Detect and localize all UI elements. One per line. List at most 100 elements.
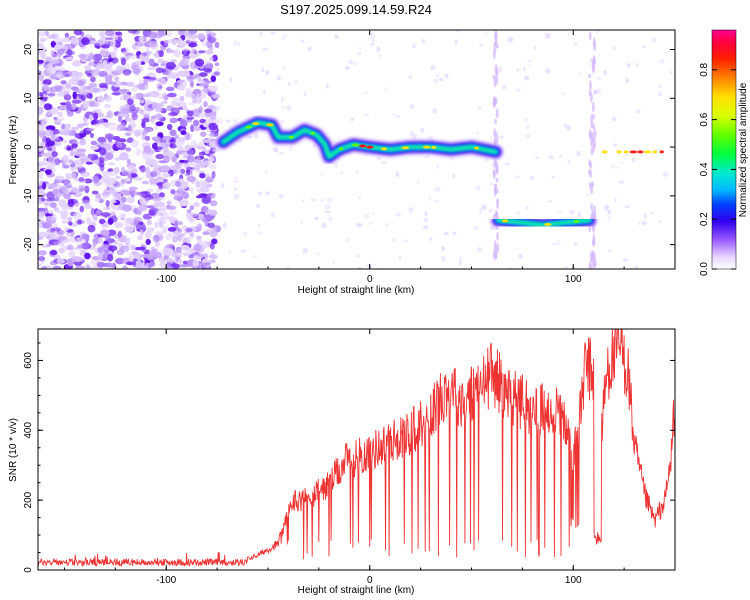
noise-blob	[500, 135, 504, 139]
noise-blob	[96, 95, 105, 103]
noise-blob	[217, 105, 220, 109]
noise-blob	[45, 198, 56, 202]
noise-blob	[80, 95, 85, 101]
noise-blob	[385, 222, 388, 228]
noise-blob	[174, 220, 179, 228]
noise-blob	[84, 34, 93, 39]
noise-blob	[158, 93, 164, 100]
noise-blob	[428, 135, 434, 141]
noise-blob	[158, 50, 164, 58]
noise-blob	[151, 102, 162, 110]
noise-blob	[643, 212, 647, 219]
noise-blob	[489, 183, 495, 186]
noise-blob	[455, 30, 460, 33]
noise-blob	[41, 265, 47, 269]
noise-blob	[590, 113, 594, 125]
noise-blob	[55, 85, 63, 92]
noise-blob	[53, 133, 60, 140]
noise-blob	[76, 153, 85, 157]
noise-blob	[38, 73, 45, 82]
colorbar-tick-label: 0.2	[699, 212, 710, 226]
noise-blob	[41, 37, 48, 42]
noise-blob	[203, 121, 209, 128]
noise-blob	[253, 133, 259, 139]
spectrogram-ridge	[215, 114, 675, 234]
noise-blob	[198, 105, 203, 114]
y-tick-label: -20	[23, 237, 34, 252]
noise-blob	[590, 131, 594, 143]
noise-blob	[207, 228, 217, 233]
noise-blob	[40, 197, 46, 202]
noise-blob	[140, 165, 146, 173]
noise-blob	[160, 63, 166, 67]
noise-blob	[201, 39, 208, 47]
y-tick-label: -10	[23, 188, 34, 203]
noise-blob	[286, 265, 291, 269]
noise-blob	[46, 147, 53, 151]
noise-blob	[71, 255, 80, 263]
noise-blob	[197, 78, 202, 83]
noise-blob	[588, 159, 592, 167]
colorbar-tick-label: 0.0	[699, 262, 710, 276]
chart-title: S197.2025.099.14.59.R24	[280, 2, 432, 17]
noise-blob	[158, 221, 163, 228]
noise-blob	[210, 131, 218, 138]
noise-blob	[182, 104, 188, 111]
noise-blob	[141, 191, 152, 199]
noise-blob	[547, 200, 553, 203]
noise-blob	[301, 199, 305, 204]
noise-blob	[122, 50, 130, 56]
noise-blob	[593, 205, 597, 214]
noise-blob	[86, 73, 93, 78]
noise-blob	[147, 254, 154, 261]
y-tick-label: 0	[23, 567, 34, 573]
noise-blob	[60, 242, 65, 247]
noise-blob	[71, 126, 79, 131]
noise-blob	[110, 178, 117, 185]
noise-blob	[107, 253, 114, 262]
noise-blob	[214, 41, 220, 49]
noise-blob	[524, 118, 528, 122]
noise-blob	[115, 31, 122, 36]
noise-blob	[71, 143, 78, 149]
noise-blob	[120, 189, 130, 195]
noise-blob	[141, 180, 150, 185]
noise-blob	[392, 112, 396, 116]
noise-blob	[357, 266, 362, 269]
noise-blob	[95, 39, 104, 47]
noise-blob	[46, 67, 57, 74]
noise-blob	[66, 110, 74, 117]
noise-blob	[190, 212, 198, 217]
noise-blob	[508, 36, 513, 43]
noise-blob	[73, 212, 82, 220]
ridge-hotspot	[431, 145, 437, 149]
noise-blob	[642, 45, 646, 49]
noise-blob	[96, 261, 105, 268]
noise-blob	[193, 244, 202, 252]
noise-blob	[198, 182, 208, 189]
noise-blob	[124, 177, 131, 182]
noise-blob	[43, 103, 52, 111]
noise-blob	[182, 252, 191, 257]
noise-blob	[233, 176, 237, 179]
noise-blob	[624, 205, 630, 208]
noise-blob	[182, 183, 188, 190]
noise-blob	[97, 136, 107, 143]
noise-blob	[450, 158, 455, 161]
noise-blob	[252, 255, 258, 258]
noise-blob	[38, 231, 49, 238]
noise-blob	[99, 87, 109, 92]
noise-blob	[209, 242, 215, 250]
noise-blob	[203, 68, 213, 73]
noise-blob	[528, 64, 532, 67]
noise-blob	[163, 178, 168, 184]
noise-blob	[179, 264, 189, 268]
noise-blob	[187, 155, 195, 163]
noise-blob	[196, 213, 205, 220]
noise-blob	[159, 204, 168, 212]
noise-blob	[95, 193, 102, 199]
ridge-hotspot	[352, 143, 359, 147]
noise-blob	[177, 259, 183, 264]
noise-blob	[67, 216, 73, 222]
